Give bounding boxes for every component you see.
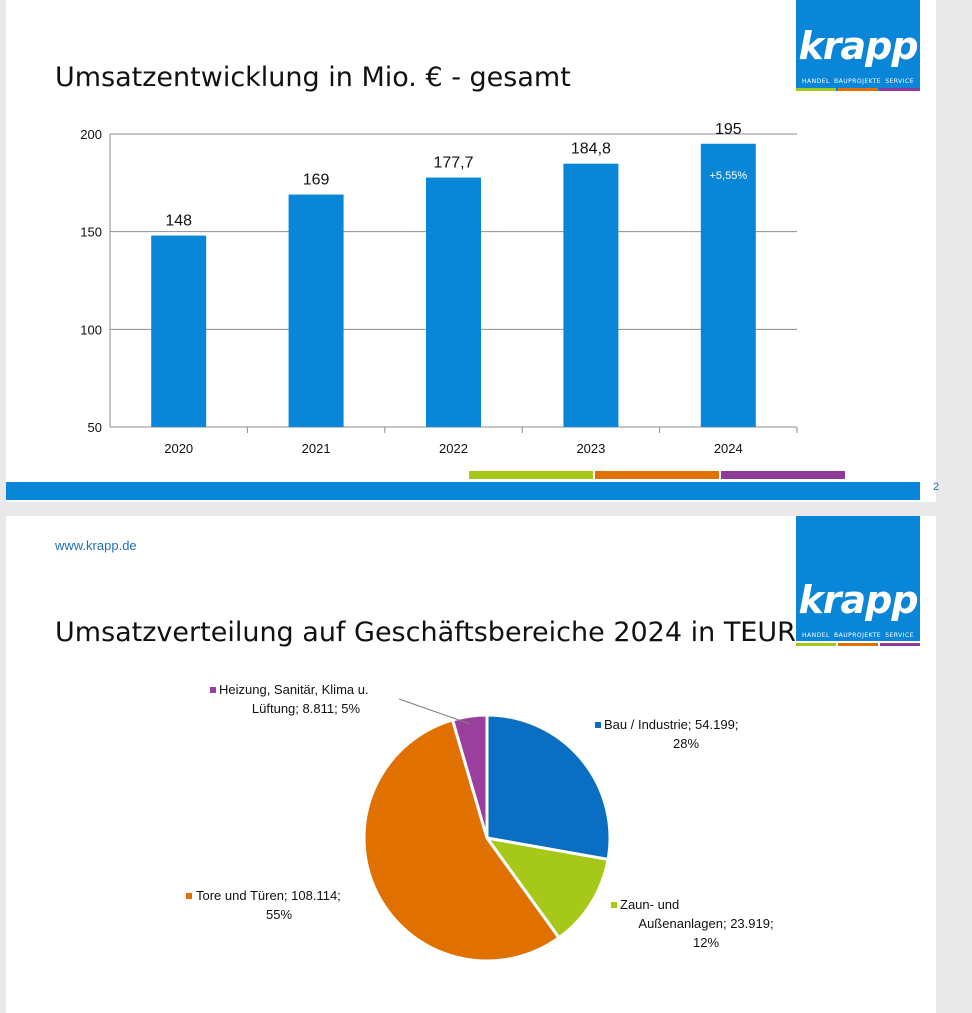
pie-label-1: 12% [693,935,719,950]
y-tick-label: 200 [80,127,102,142]
color-stripe [469,471,845,479]
y-tick-label: 150 [80,225,102,240]
bar-2024 [700,143,756,427]
page-number: 2 [933,481,940,493]
data-label-2022: 177,7 [433,155,473,172]
logo-wordmark: krapp [798,24,918,68]
data-label-2024: 195 [715,121,742,138]
x-tick-label-2022: 2022 [439,441,468,456]
pie-label-2: 55% [266,907,292,922]
pie-label-1: Außenanlagen; 23.919; [638,916,773,931]
growth-annotation: +5,55% [709,170,747,182]
logo-tag-handel: HANDEL [802,632,830,639]
y-tick-label: 100 [80,322,102,337]
bar-2023 [563,163,619,427]
krapp-logo: krapp HANDEL BAUPROJEKTE SERVICE [796,0,920,91]
pie-chart: Bau / Industrie; 54.199; 28% Zaun- und Auße… [186,682,774,963]
leader-line [398,698,471,725]
logo-tag-bauprojekte: BAUPROJEKTE [833,632,882,639]
pie-slice-2 [362,718,562,963]
krapp-logo-2: krapp HANDEL BAUPROJEKTE SERVICE [796,516,920,646]
data-label-2023: 184,8 [571,141,611,158]
data-label-2020: 148 [165,213,192,230]
logo-color-bars [796,88,920,91]
logo-tag-handel: HANDEL [802,78,830,85]
pie-label-0: 28% [673,736,699,751]
logo-tag-service: SERVICE [885,78,914,85]
bar-2022 [426,177,481,427]
slide-revenue-development: Umsatzentwicklung in Mio. € - gesamt kra… [6,0,936,502]
legend-marker-3 [210,687,216,693]
x-tick-label-2024: 2024 [714,441,743,456]
bar-2021 [288,194,344,427]
slide-revenue-distribution: www.krapp.de Umsatzverteilung auf Geschä… [6,516,936,1013]
pie-slice-3 [450,713,489,839]
legend-marker-0 [595,722,601,728]
footer-bar [6,482,920,500]
pie-label-0: Bau / Industrie; 54.199; [604,717,738,732]
pie-label-3: Heizung, Sanitär, Klima u. [219,682,369,697]
pie-label-1: Zaun- und [620,897,679,912]
logo-color-bars [796,643,920,646]
bar-chart: 50 100 150 200 148 2020 169 2021 177,7 2022 184,8 2… [80,121,798,456]
slide-title: Umsatzentwicklung in Mio. € - gesamt [55,62,571,93]
pie-slice-0 [485,713,612,862]
logo-tag-service: SERVICE [885,632,914,639]
y-tick-label: 50 [88,420,102,435]
logo-wordmark: krapp [798,578,918,622]
pie-slice-1 [483,835,610,940]
logo-tagline: HANDEL BAUPROJEKTE SERVICE [802,632,914,639]
legend-marker-1 [611,902,617,908]
pie-label-3: Lüftung; 8.811; 5% [252,701,361,716]
data-label-2021: 169 [303,172,330,189]
x-tick-label-2020: 2020 [164,441,193,456]
x-tick-label-2021: 2021 [302,441,331,456]
x-tick-label-2023: 2023 [576,441,605,456]
legend-marker-2 [186,893,192,899]
pie-label-2: Tore und Türen; 108.114; [196,888,341,903]
website-link[interactable]: www.krapp.de [55,538,137,553]
logo-tag-bauprojekte: BAUPROJEKTE [833,78,882,85]
logo-tagline: HANDEL BAUPROJEKTE SERVICE [802,78,914,85]
bar-2020 [151,235,207,427]
slide-title-2: Umsatzverteilung auf Geschäftsbereiche 2… [55,617,796,648]
